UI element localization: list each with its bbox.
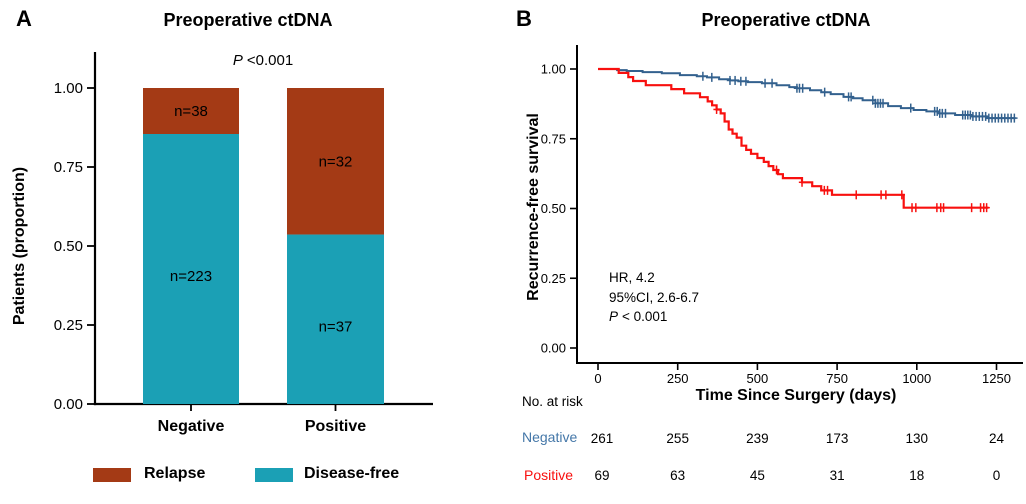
risk-count-positive: 45 [750,468,765,483]
panel-a-pvalue: P <0.001 [113,52,413,69]
risk-count-negative: 130 [906,431,929,446]
legend-label-relapse: Relapse [144,465,206,482]
risk-count-positive: 63 [670,468,685,483]
b-y-tick-label: 0.75 [541,131,566,146]
legend-label-disease-free: Disease-free [304,465,400,482]
pvalue-symbol: P [232,52,243,69]
b-x-tick-label: 500 [747,371,769,386]
risk-count-negative: 255 [666,431,689,446]
b-y-tick-label: 0.25 [541,271,566,286]
km-curve-negative [598,68,1016,120]
ci-line: 95%CI, 2.6-6.7 [609,289,700,305]
bar-segment-disease-free-negative [143,134,239,404]
risk-table-title: No. at risk [522,394,583,409]
risk-count-negative: 24 [989,431,1005,446]
bar-count-label-relapse: n=38 [174,103,208,120]
b-x-tick-label: 250 [667,371,689,386]
b-x-tick-label: 1000 [902,371,931,386]
risk-count-positive: 18 [909,468,924,483]
panel-a-y-axis-title: Patients (proportion) [11,166,28,326]
bar-count-label-relapse: n=32 [319,153,353,170]
pvalue-text: <0.001 [246,52,294,69]
risk-count-negative: 239 [746,431,769,446]
panel-b-stats-annotation: HR, 4.2 95%CI, 2.6-6.7 P < 0.001 [609,268,699,327]
p-line-symbol: P [609,309,619,324]
legend-swatch-disease-free [255,468,293,482]
km-curve-positive [598,67,989,209]
p-line-text: < 0.001 [622,309,668,324]
hr-line: HR, 4.2 [609,270,655,285]
panel-b-chart-svg: 1.00 0.75 0.50 0.25 0.00 0 250 500 750 1000 1250 26… [541,45,1023,483]
legend-swatch-relapse [93,468,131,482]
b-x-tick-label: 750 [826,371,848,386]
panel-b-y-axis-title: Recurrence-free survival [525,113,542,301]
a-y-tick-label: 0.75 [54,159,83,176]
a-y-tick-label: 0.25 [54,317,83,334]
a-category-label: Positive [305,418,366,435]
b-x-tick-label: 1250 [982,371,1011,386]
b-y-tick-label: 0.00 [541,341,566,356]
a-y-tick-label: 0.50 [54,238,83,255]
p-line: P < 0.001 [609,307,699,327]
risk-count-negative: 261 [591,431,614,446]
bar-segment-relapse-negative [143,88,239,135]
bar-count-label-disease-free: n=223 [170,268,212,285]
a-category-label: Negative [158,418,225,435]
b-y-tick-label: 1.00 [541,62,566,77]
risk-row-label-positive: Positive [524,467,574,483]
bar-segment-relapse-positive [287,88,384,235]
risk-count-positive: 69 [594,468,609,483]
risk-row-label-negative: Negative [522,429,578,445]
bar-segment-disease-free-positive [287,234,384,404]
a-y-tick-label: 1.00 [54,80,83,97]
b-y-tick-label: 0.50 [541,201,566,216]
b-x-tick-label: 0 [594,371,601,386]
a-y-tick-label: 0.00 [54,396,83,413]
panel-b-label: B [516,6,532,31]
risk-count-negative: 173 [826,431,849,446]
bar-count-label-disease-free: n=37 [319,318,353,335]
risk-count-positive: 31 [830,468,845,483]
risk-count-positive: 0 [993,468,1001,483]
panel-b-x-axis-title: Time Since Surgery (days) [695,387,897,404]
panel-b-title: Preoperative ctDNA [701,10,871,30]
panel-a-chart-svg: 1.00 0.75 0.50 0.25 0.00 n=38 n=223 Negative n=3… [54,52,433,435]
panel-a-title: Preoperative ctDNA [163,10,333,30]
panel-a-label: A [16,6,32,31]
